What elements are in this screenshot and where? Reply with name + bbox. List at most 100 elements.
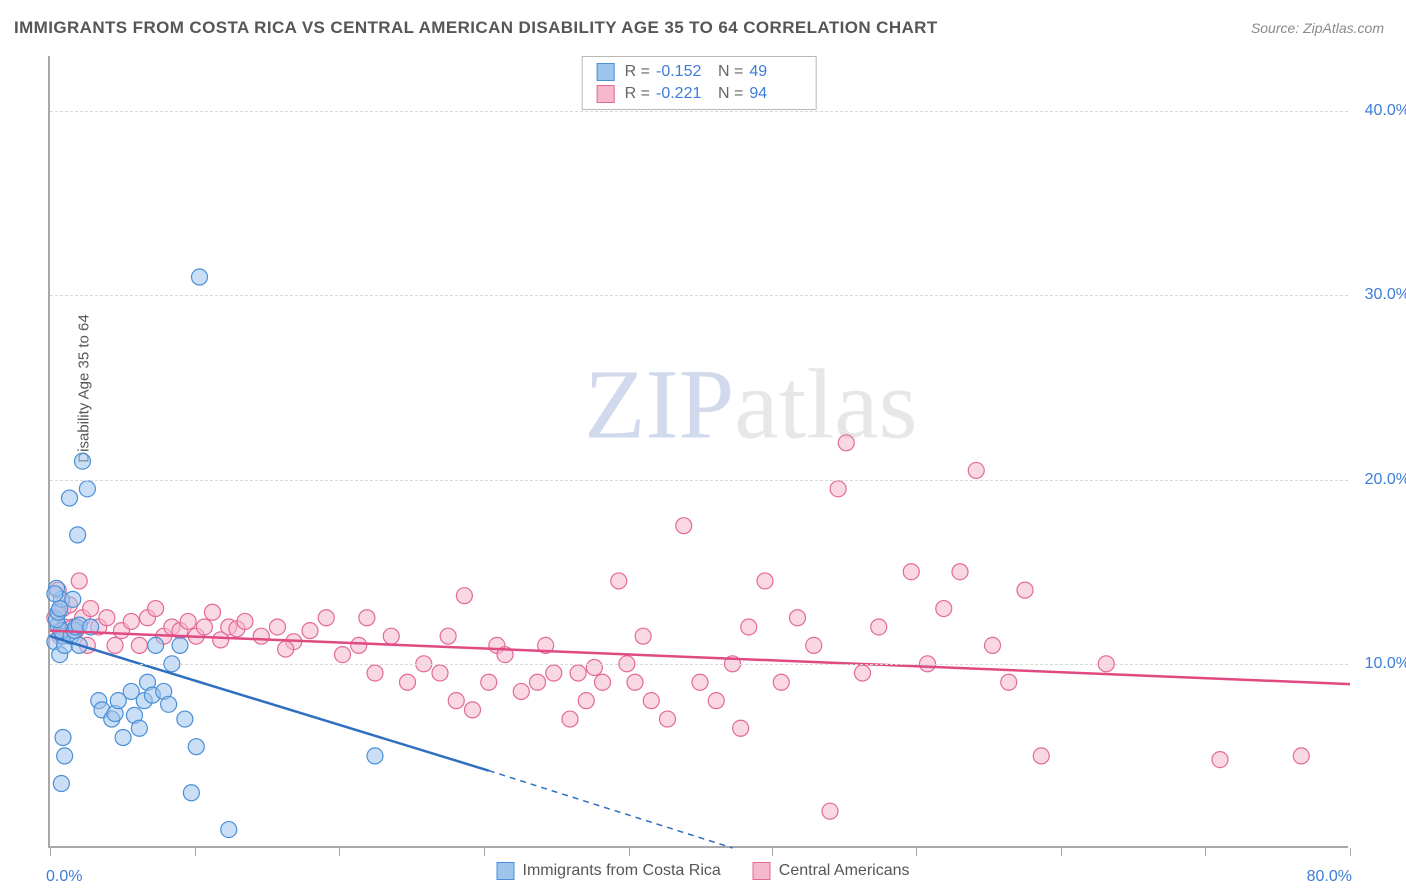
data-point [65, 591, 81, 607]
data-point [57, 748, 73, 764]
stats-row-series1: R = -0.152 N = 49 [597, 61, 802, 83]
data-point [432, 665, 448, 681]
legend-item-1: Immigrants from Costa Rica [497, 862, 721, 880]
gridline [50, 295, 1348, 296]
data-point [177, 711, 193, 727]
data-point [448, 693, 464, 709]
data-point [952, 564, 968, 580]
data-point [660, 711, 676, 727]
data-point [107, 637, 123, 653]
data-point [161, 696, 177, 712]
data-point [481, 674, 497, 690]
swatch-icon [753, 862, 771, 880]
data-point [465, 702, 481, 718]
data-point [183, 785, 199, 801]
data-point [855, 665, 871, 681]
swatch-icon [497, 862, 515, 880]
data-point [968, 462, 984, 478]
data-point [79, 481, 95, 497]
data-point [62, 490, 78, 506]
y-tick-label: 40.0% [1365, 102, 1406, 120]
data-point [115, 729, 131, 745]
y-tick-label: 20.0% [1365, 471, 1406, 489]
x-tick [916, 848, 917, 856]
data-point [172, 637, 188, 653]
data-point [773, 674, 789, 690]
data-point [237, 613, 253, 629]
data-point [1017, 582, 1033, 598]
data-point [530, 674, 546, 690]
x-tick [50, 848, 51, 856]
data-point [578, 693, 594, 709]
data-point [806, 637, 822, 653]
data-point [570, 665, 586, 681]
data-point [757, 573, 773, 589]
data-point [53, 776, 69, 792]
gridline [50, 664, 1348, 665]
data-point [47, 586, 63, 602]
data-point [196, 619, 212, 635]
x-tick [772, 848, 773, 856]
stat-n-label: N = [718, 85, 743, 103]
bottom-legend: Immigrants from Costa Rica Central Ameri… [497, 862, 910, 880]
data-point [359, 610, 375, 626]
data-point [1212, 752, 1228, 768]
x-axis-max-label: 80.0% [1307, 868, 1352, 886]
stat-r-value-1: -0.152 [656, 63, 708, 81]
data-point [123, 613, 139, 629]
data-point [131, 720, 147, 736]
data-point [221, 822, 237, 838]
x-tick [195, 848, 196, 856]
y-tick-label: 10.0% [1365, 655, 1406, 673]
data-point [692, 674, 708, 690]
data-point [99, 610, 115, 626]
data-point [635, 628, 651, 644]
data-point [643, 693, 659, 709]
data-point [302, 623, 318, 639]
x-tick [484, 848, 485, 856]
data-point [131, 637, 147, 653]
chart-title: IMMIGRANTS FROM COSTA RICA VS CENTRAL AM… [14, 18, 938, 38]
data-point [903, 564, 919, 580]
x-tick [1061, 848, 1062, 856]
data-point [148, 601, 164, 617]
data-point [71, 573, 87, 589]
stat-r-label: R = [625, 63, 650, 81]
data-point [985, 637, 1001, 653]
data-point [456, 588, 472, 604]
data-point [188, 739, 204, 755]
scatter-chart [50, 56, 1348, 846]
data-point [733, 720, 749, 736]
data-point [830, 481, 846, 497]
x-tick [1350, 848, 1351, 856]
stat-r-value-2: -0.221 [656, 85, 708, 103]
data-point [627, 674, 643, 690]
data-point [936, 601, 952, 617]
data-point [75, 453, 91, 469]
x-tick [339, 848, 340, 856]
data-point [513, 683, 529, 699]
x-tick [629, 848, 630, 856]
data-point [335, 647, 351, 663]
legend-label-2: Central Americans [779, 862, 910, 880]
data-point [148, 637, 164, 653]
data-point [1001, 674, 1017, 690]
data-point [270, 619, 286, 635]
data-point [318, 610, 334, 626]
stat-n-value-2: 94 [749, 85, 801, 103]
data-point [180, 613, 196, 629]
stats-row-series2: R = -0.221 N = 94 [597, 83, 802, 105]
data-point [822, 803, 838, 819]
stat-r-label: R = [625, 85, 650, 103]
swatch-series2 [597, 85, 615, 103]
data-point [562, 711, 578, 727]
plot-area: ZIPatlas R = -0.152 N = 49 R = -0.221 N … [48, 56, 1348, 848]
stat-n-value-1: 49 [749, 63, 801, 81]
data-point [367, 748, 383, 764]
data-point [1033, 748, 1049, 764]
data-point [440, 628, 456, 644]
x-tick [1205, 848, 1206, 856]
source-attribution: Source: ZipAtlas.com [1251, 20, 1384, 36]
regression-line-extrapolated [489, 771, 733, 848]
data-point [676, 518, 692, 534]
